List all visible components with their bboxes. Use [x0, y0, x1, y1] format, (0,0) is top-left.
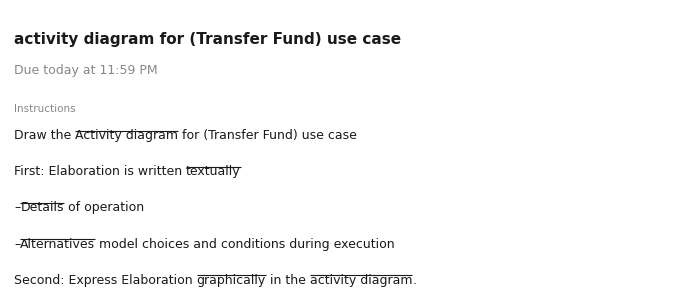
Text: graphically: graphically	[197, 274, 266, 287]
Text: textually: textually	[186, 165, 241, 178]
Text: model choices and conditions during execution: model choices and conditions during exec…	[95, 238, 395, 251]
Text: –: –	[14, 201, 20, 214]
Text: Alternatives: Alternatives	[20, 238, 95, 251]
Text: Second: Express Elaboration: Second: Express Elaboration	[14, 274, 197, 287]
Text: Draw the: Draw the	[14, 129, 76, 142]
Text: for (Transfer Fund) use case: for (Transfer Fund) use case	[178, 129, 357, 142]
Text: Activity diagram: Activity diagram	[76, 129, 178, 142]
Text: First: Elaboration is written: First: Elaboration is written	[14, 165, 186, 178]
Text: Details: Details	[20, 201, 64, 214]
Text: activity diagram for (Transfer Fund) use case: activity diagram for (Transfer Fund) use…	[14, 32, 401, 47]
Text: Due today at 11:59 PM: Due today at 11:59 PM	[14, 64, 158, 77]
Text: Instructions: Instructions	[14, 104, 76, 115]
Text: –: –	[14, 238, 20, 251]
Text: in the: in the	[266, 274, 309, 287]
Text: activity diagram: activity diagram	[309, 274, 412, 287]
Text: .: .	[412, 274, 416, 287]
Text: of operation: of operation	[64, 201, 144, 214]
